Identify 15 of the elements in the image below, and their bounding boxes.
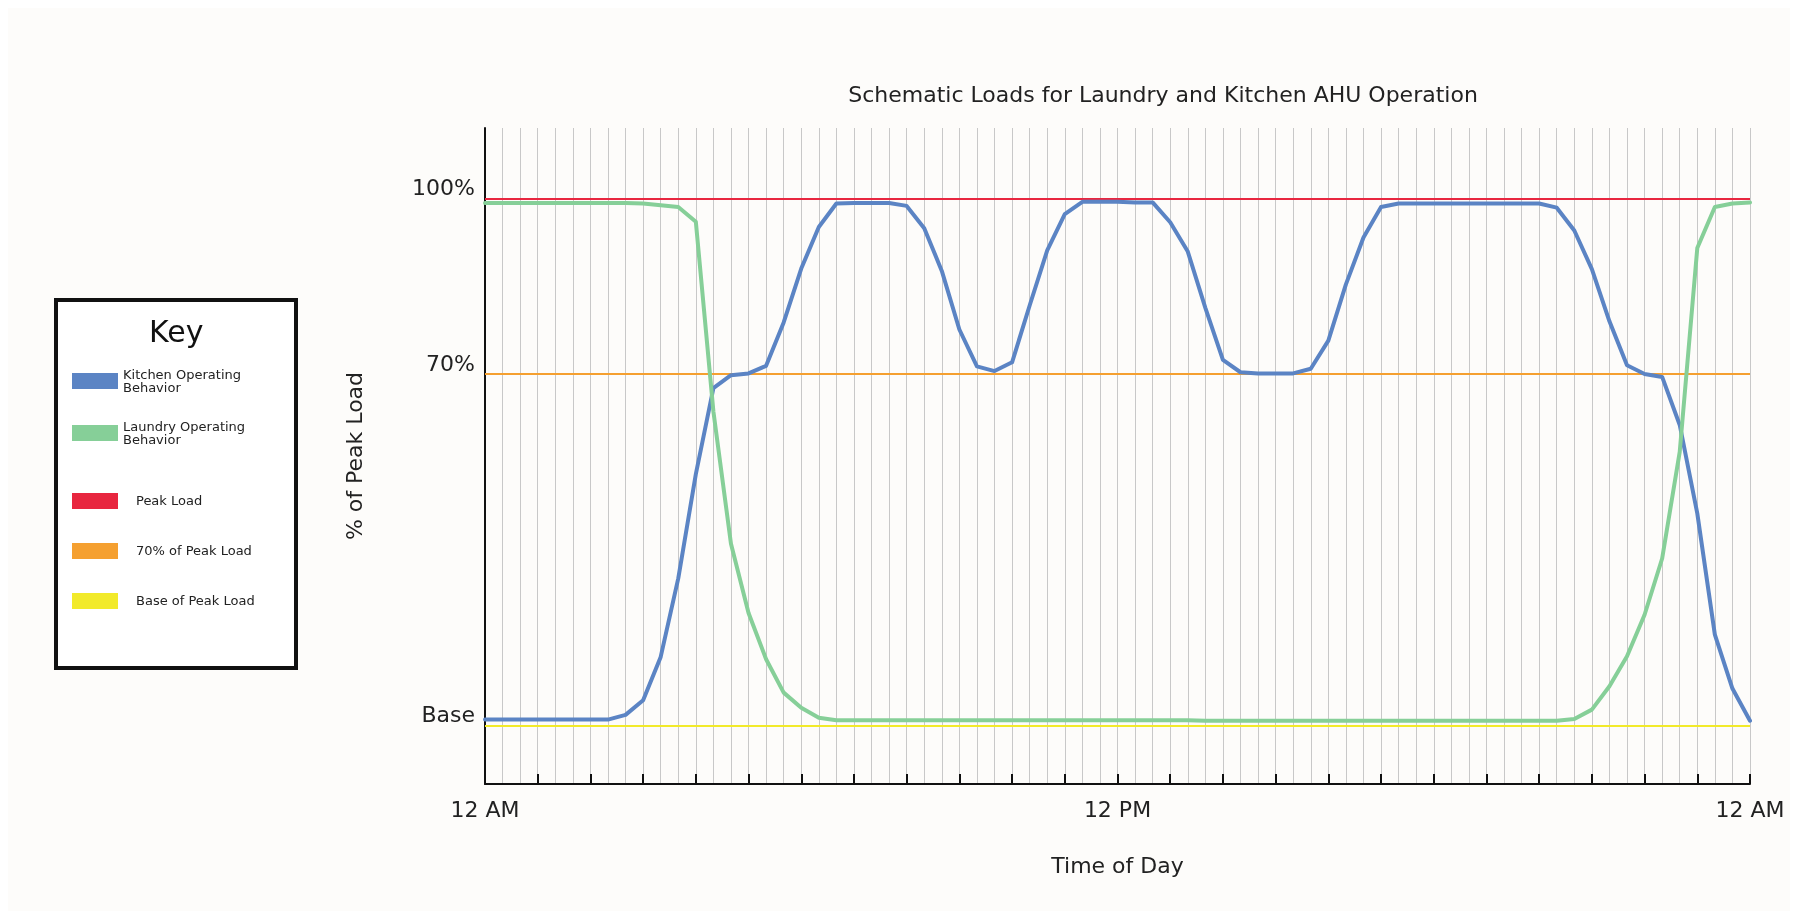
y-tick-label: Base — [421, 701, 475, 727]
x-axis-title: Time of Day — [1050, 852, 1184, 878]
x-tick-label: 12 AM — [1715, 796, 1785, 822]
legend-label: Peak Load — [136, 493, 203, 508]
x-tick-label: 12 PM — [1083, 796, 1152, 822]
legend-label: Laundry Operating Behavior — [123, 419, 250, 447]
chart-title: Schematic Loads for Laundry and Kitchen AHU Operation — [848, 81, 1478, 107]
legend-label: 70% of Peak Load — [136, 543, 252, 558]
y-tick-label: 70% — [426, 350, 475, 376]
legend-label: Kitchen Operating Behavior — [123, 367, 246, 395]
y-tick-label: 100% — [412, 174, 475, 200]
legend-label: Base of Peak Load — [136, 593, 255, 608]
legend-title: Key — [149, 313, 204, 349]
y-axis-title: % of Peak Load — [341, 371, 367, 541]
x-tick-label: 12 AM — [450, 796, 520, 822]
